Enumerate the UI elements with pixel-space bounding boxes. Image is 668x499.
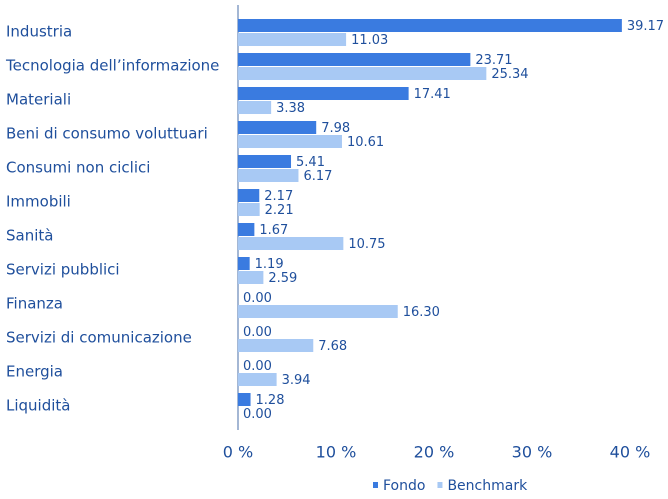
value-label: 0.00 bbox=[243, 359, 272, 374]
category-label: Tecnologia dell’informazione bbox=[5, 57, 219, 75]
category-label: Sanità bbox=[6, 227, 53, 245]
bar bbox=[238, 19, 622, 32]
bar bbox=[238, 33, 347, 46]
legend-swatch bbox=[373, 482, 378, 488]
bar bbox=[238, 373, 277, 386]
bar bbox=[238, 339, 314, 352]
value-label: 1.67 bbox=[259, 223, 288, 238]
x-tick-label: 10 % bbox=[316, 443, 357, 462]
x-tick-label: 40 % bbox=[610, 443, 651, 462]
x-tick-label: 0 % bbox=[223, 443, 253, 462]
value-label: 6.17 bbox=[303, 169, 332, 184]
value-label: 0.00 bbox=[243, 407, 272, 422]
category-label: Materiali bbox=[6, 91, 71, 109]
value-label: 7.98 bbox=[321, 121, 350, 136]
bar bbox=[238, 53, 471, 66]
value-label: 39.17 bbox=[627, 19, 664, 34]
value-label: 2.59 bbox=[268, 271, 297, 286]
bar bbox=[238, 203, 260, 216]
value-label: 16.30 bbox=[403, 305, 440, 320]
category-label: Industria bbox=[6, 23, 72, 41]
value-label: 0.00 bbox=[243, 325, 272, 340]
bar bbox=[238, 67, 487, 80]
value-label: 7.68 bbox=[318, 339, 347, 354]
value-label: 3.94 bbox=[282, 373, 311, 388]
category-label: Finanza bbox=[6, 295, 63, 313]
value-label: 2.21 bbox=[265, 203, 294, 218]
bar bbox=[238, 155, 292, 168]
bar bbox=[238, 121, 317, 134]
value-label: 1.19 bbox=[255, 257, 284, 272]
value-label: 3.38 bbox=[276, 101, 305, 116]
category-label: Servizi di comunicazione bbox=[6, 329, 192, 347]
value-label: 25.34 bbox=[491, 67, 528, 82]
legend-label: Fondo bbox=[383, 478, 425, 494]
value-label: 1.28 bbox=[256, 393, 285, 408]
value-label: 23.71 bbox=[475, 53, 512, 68]
value-label: 2.17 bbox=[264, 189, 293, 204]
category-label: Beni di consumo voluttuari bbox=[6, 125, 208, 143]
category-label: Immobili bbox=[6, 193, 71, 211]
value-label: 10.61 bbox=[347, 135, 384, 150]
bar bbox=[238, 393, 251, 406]
value-label: 11.03 bbox=[351, 33, 388, 48]
category-label: Consumi non ciclici bbox=[6, 159, 150, 177]
value-label: 5.41 bbox=[296, 155, 325, 170]
category-label: Energia bbox=[6, 363, 63, 381]
bar bbox=[238, 305, 398, 318]
bar bbox=[238, 189, 260, 202]
bar bbox=[238, 135, 342, 148]
legend-swatch bbox=[437, 482, 443, 488]
category-label: Servizi pubblici bbox=[6, 261, 120, 279]
bar bbox=[238, 101, 272, 114]
legend-label: Benchmark bbox=[447, 478, 528, 494]
bar bbox=[238, 169, 299, 182]
bar bbox=[238, 223, 255, 236]
category-label: Liquidità bbox=[6, 397, 70, 415]
x-tick-label: 20 % bbox=[414, 443, 455, 462]
bar bbox=[238, 271, 264, 284]
bar bbox=[238, 87, 409, 100]
value-label: 0.00 bbox=[243, 291, 272, 306]
bar bbox=[238, 237, 344, 250]
x-tick-label: 30 % bbox=[512, 443, 553, 462]
value-label: 17.41 bbox=[414, 87, 451, 102]
bar bbox=[238, 257, 250, 270]
value-label: 10.75 bbox=[348, 237, 385, 252]
